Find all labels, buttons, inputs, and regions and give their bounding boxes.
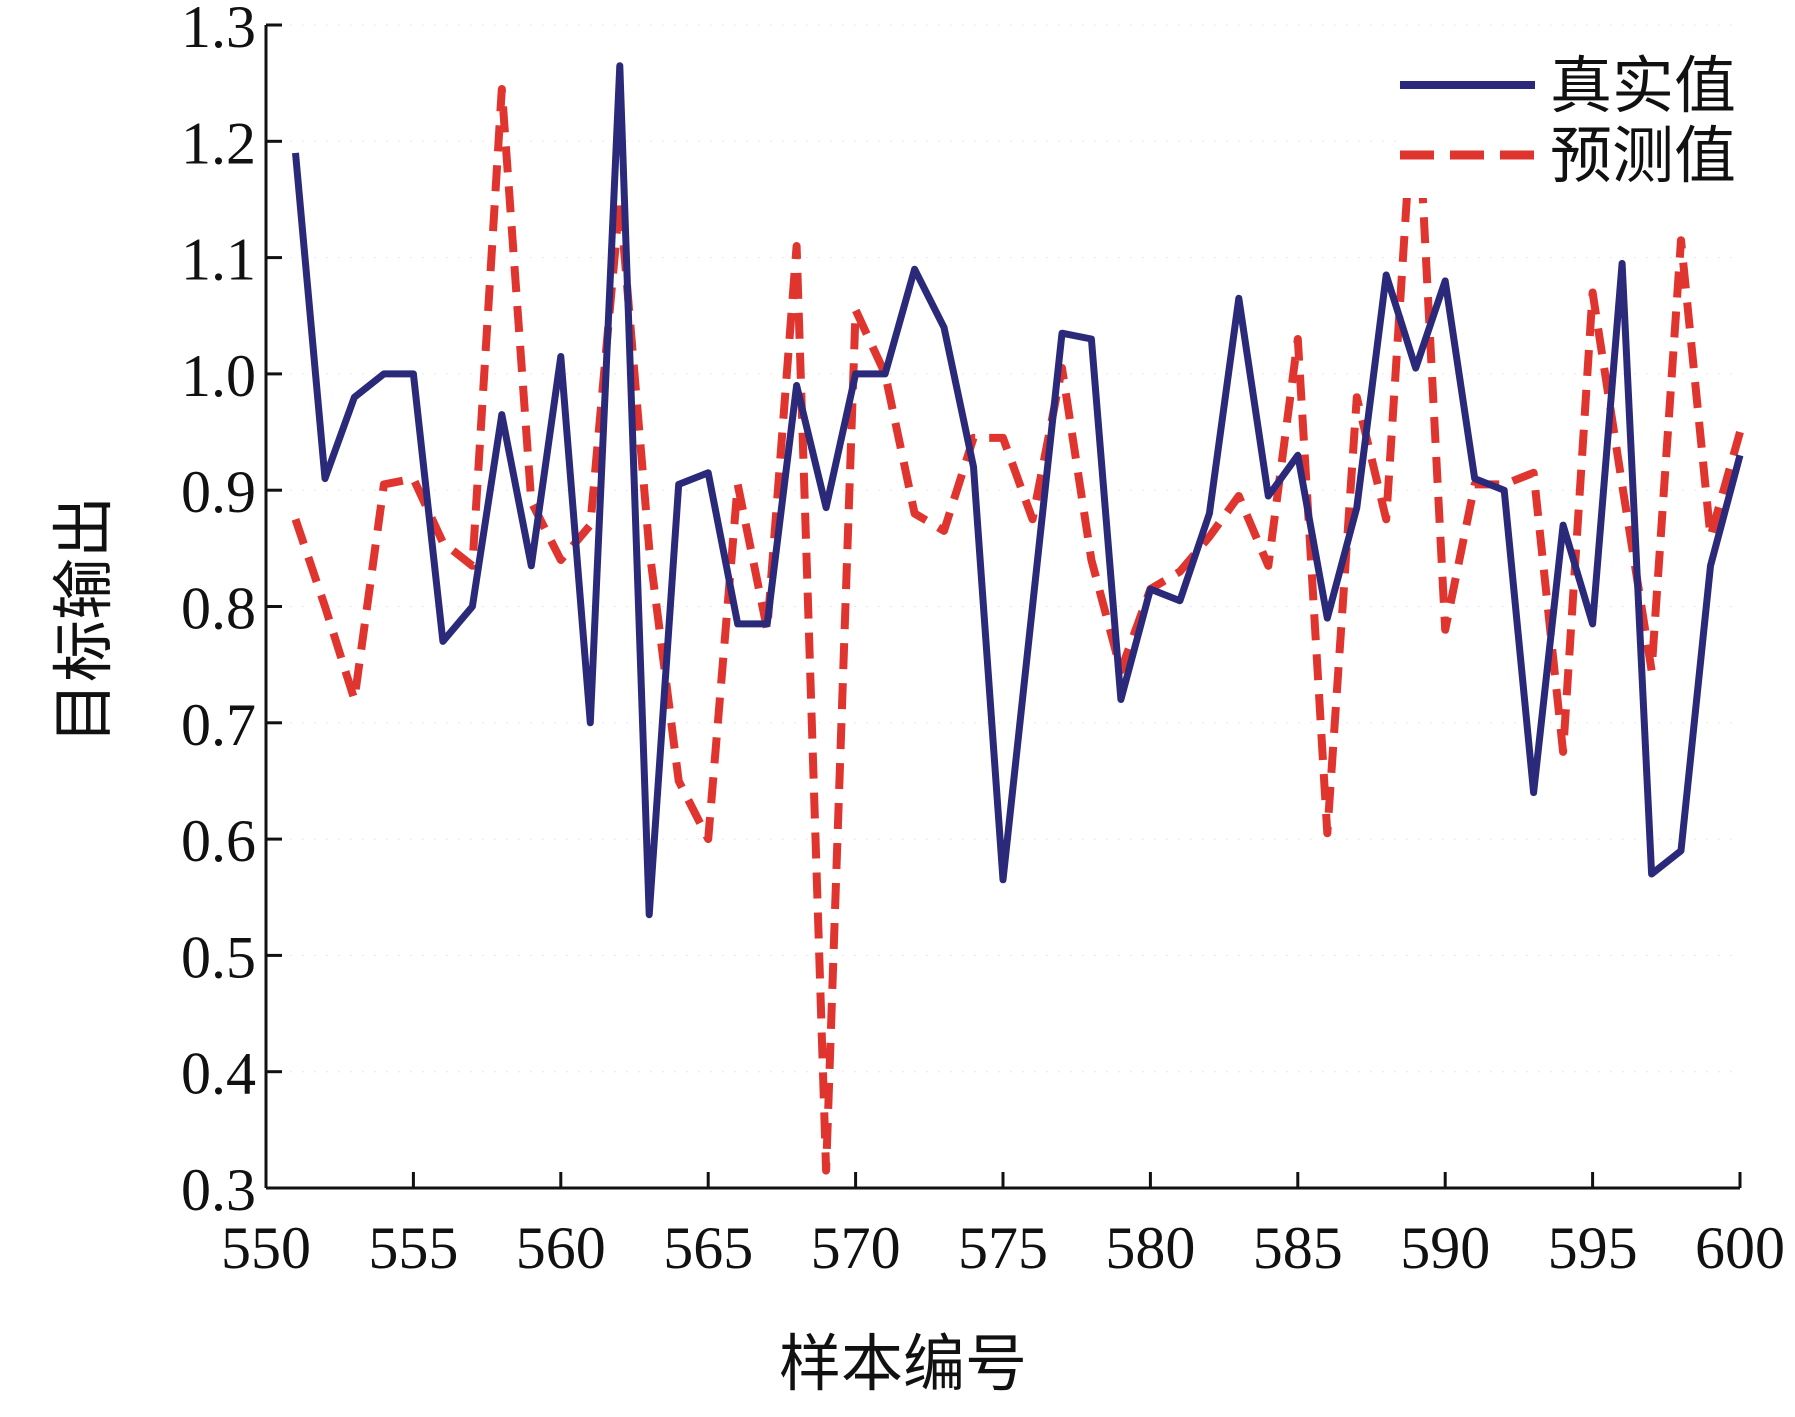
x-tick-label: 600 [1695,1215,1785,1281]
x-tick-label: 565 [663,1215,753,1281]
legend-background [1398,48,1768,198]
series-line-actual [292,62,1744,919]
y-tick-label: 0.9 [181,459,256,525]
x-tick-label: 585 [1253,1215,1343,1281]
x-tick-label: 570 [811,1215,901,1281]
y-tick-label: 0.8 [181,576,256,642]
y-axis-title: 目标输出 [47,496,120,744]
y-tick-label: 0.5 [181,924,256,990]
x-tick-label: 580 [1105,1215,1195,1281]
series-line-predicted [291,55,1744,1175]
y-tick-label: 0.3 [181,1157,256,1223]
y-axis-ticks: 0.3 0.4 0.5 0.6 0.7 0.8 0.9 1.0 1.1 1.2 1.3 [181,0,282,1223]
x-tick-label: 550 [221,1215,311,1281]
y-tick-label: 1.1 [181,227,256,293]
x-tick-label: 555 [368,1215,458,1281]
y-tick-label: 0.4 [181,1041,256,1107]
x-tick-label: 575 [958,1215,1048,1281]
y-tick-label: 0.6 [181,808,256,874]
x-tick-label: 590 [1400,1215,1490,1281]
x-tick-label: 595 [1548,1215,1638,1281]
x-axis-ticks: 550 555 560 565 570 575 580 585 590 595 600 [221,1172,1785,1281]
y-tick-label: 1.3 [181,0,256,60]
legend-label: 预测值 [1550,119,1736,192]
series-layer [291,55,1744,1175]
y-tick-label: 1.0 [181,343,256,409]
y-tick-label: 0.7 [181,692,256,758]
legend-label: 真实值 [1550,49,1736,122]
x-tick-label: 560 [516,1215,606,1281]
y-tick-label: 1.2 [181,110,256,176]
x-axis-title: 样本编号 [779,1327,1027,1400]
